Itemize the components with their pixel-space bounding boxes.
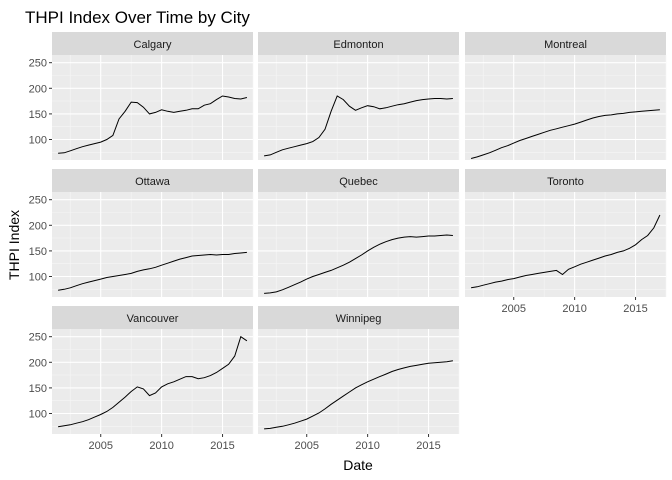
x-tick-label: 2015 xyxy=(210,440,234,452)
strip-toronto xyxy=(465,169,666,192)
facet-winnipeg: Winnipeg 2005 2010 2015 xyxy=(258,306,460,452)
series-line-edmonton xyxy=(264,95,453,157)
series-line-vancouver xyxy=(58,335,248,428)
y-tick-label: 200 xyxy=(29,83,47,95)
panel-bg-calgary xyxy=(52,55,253,160)
strip-montreal xyxy=(465,32,666,55)
panel-bg-montreal xyxy=(465,55,666,160)
y-tick-label: 150 xyxy=(29,109,47,121)
strip-label-vancouver: Vancouver xyxy=(127,313,179,325)
series-line-winnipeg xyxy=(264,360,453,430)
y-tick-label: 100 xyxy=(29,272,47,284)
facet-edmonton: Edmonton xyxy=(258,32,460,160)
facet-quebec: Quebec xyxy=(258,169,460,297)
series-line-calgary xyxy=(58,95,248,154)
y-tick-label: 250 xyxy=(29,332,47,344)
y-tick-label: 200 xyxy=(29,220,47,232)
y-tick-label: 100 xyxy=(29,409,47,421)
strip-label-calgary: Calgary xyxy=(134,39,172,51)
series-line-toronto xyxy=(471,214,661,289)
chart-title: THPI Index Over Time by City xyxy=(25,8,250,27)
facet-ottawa: Ottawa 100 150 200 250 xyxy=(29,169,254,297)
series-line-ottawa xyxy=(58,251,247,291)
y-tick-label: 150 xyxy=(29,383,47,395)
x-tick-label: 2015 xyxy=(623,303,647,315)
y-tick-label: 250 xyxy=(29,58,47,70)
facet-montreal: Montreal xyxy=(465,32,667,160)
series-line-montreal xyxy=(470,109,660,159)
strip-edmonton xyxy=(258,32,459,55)
strip-winnipeg xyxy=(258,306,459,329)
x-tick-label: 2010 xyxy=(355,440,379,452)
panel-bg-winnipeg xyxy=(258,329,459,434)
panel-bg-vancouver xyxy=(52,329,253,434)
facet-vancouver: Vancouver 100 150 200 250 2005 2010 2015 xyxy=(29,306,254,452)
strip-label-montreal: Montreal xyxy=(544,39,587,51)
panel-bg-quebec xyxy=(258,192,459,297)
x-axis-title: Date xyxy=(343,457,373,473)
strip-calgary xyxy=(52,32,253,55)
panel-bg-edmonton xyxy=(258,55,459,160)
x-tick-label: 2010 xyxy=(562,303,586,315)
strip-label-ottawa: Ottawa xyxy=(135,176,171,188)
strip-label-toronto: Toronto xyxy=(547,176,584,188)
x-tick-label: 2005 xyxy=(294,440,318,452)
y-tick-label: 100 xyxy=(29,135,47,147)
y-axis-title: THPI Index xyxy=(6,210,22,280)
panel-bg-toronto xyxy=(465,192,666,297)
strip-label-quebec: Quebec xyxy=(339,176,378,188)
x-tick-label: 2015 xyxy=(416,440,440,452)
strip-label-edmonton: Edmonton xyxy=(333,39,383,51)
strip-quebec xyxy=(258,169,459,192)
y-tick-label: 150 xyxy=(29,246,47,258)
panel-bg-ottawa xyxy=(52,192,253,297)
y-tick-label: 200 xyxy=(29,357,47,369)
strip-ottawa xyxy=(52,169,253,192)
series-line-quebec xyxy=(264,234,453,294)
x-tick-label: 2005 xyxy=(501,303,525,315)
facet-panels: Calgary 100 150 200 250 Edmonton Montreal Ottaw… xyxy=(29,32,667,452)
x-tick-label: 2005 xyxy=(88,440,112,452)
strip-label-winnipeg: Winnipeg xyxy=(336,313,382,325)
x-tick-label: 2010 xyxy=(149,440,173,452)
facet-toronto: Toronto 2005 2010 2015 xyxy=(465,169,667,315)
strip-vancouver xyxy=(52,306,253,329)
facet-calgary: Calgary 100 150 200 250 xyxy=(29,32,254,160)
y-tick-label: 250 xyxy=(29,195,47,207)
